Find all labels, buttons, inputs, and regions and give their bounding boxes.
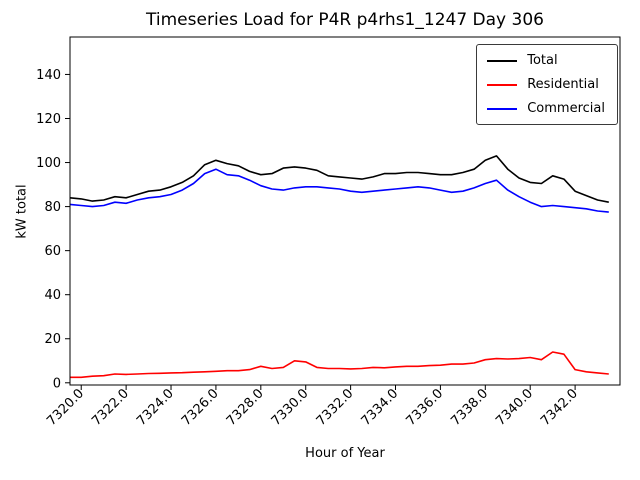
x-tick-label: 7322.0 [89, 386, 132, 429]
x-tick-label: 7320.0 [44, 386, 87, 429]
y-tick-label: 120 [36, 112, 61, 127]
series-line-residential [70, 351, 609, 379]
x-tick-label: 7324.0 [134, 386, 177, 429]
y-axis-label: kW total [14, 184, 30, 239]
y-tick-label: 20 [44, 332, 61, 347]
x-tick-label: 7340.0 [493, 386, 536, 429]
legend-entry-residential: Residential [487, 77, 605, 92]
x-tick-label: 7342.0 [538, 386, 581, 429]
legend-label: Residential [527, 77, 599, 92]
y-tick-label: 140 [36, 68, 61, 83]
x-tick-label: 7334.0 [359, 386, 402, 429]
x-axis-label: Hour of Year [305, 446, 385, 461]
x-tick-label: 7336.0 [403, 386, 446, 429]
x-tick-label: 7332.0 [314, 386, 357, 429]
legend-label: Total [527, 53, 558, 68]
legend-line-swatch [487, 107, 518, 110]
legend-label: Commercial [527, 101, 605, 116]
x-tick-label: 7338.0 [448, 386, 491, 429]
y-tick-label: 100 [36, 156, 61, 171]
legend-line-swatch [487, 59, 518, 62]
plot-border [69, 36, 621, 386]
legend-entry-commercial: Commercial [487, 101, 605, 116]
legend: Total Residential Commercial [476, 44, 618, 125]
series-line-total [69, 155, 609, 203]
y-tick-label: 80 [44, 200, 61, 215]
series-line-commercial [69, 168, 609, 213]
chart-title: Timeseries Load for P4R p4rhs1_1247 Day … [146, 10, 544, 30]
x-tick-label: 7326.0 [179, 386, 222, 429]
x-tick-label: 7328.0 [224, 386, 267, 429]
y-tick-label: 0 [53, 376, 61, 391]
legend-entry-total: Total [487, 53, 605, 68]
y-tick-label: 40 [44, 288, 61, 303]
y-tick-label: 60 [44, 244, 61, 259]
x-tick-label: 7330.0 [269, 386, 312, 429]
legend-line-swatch [487, 83, 518, 86]
